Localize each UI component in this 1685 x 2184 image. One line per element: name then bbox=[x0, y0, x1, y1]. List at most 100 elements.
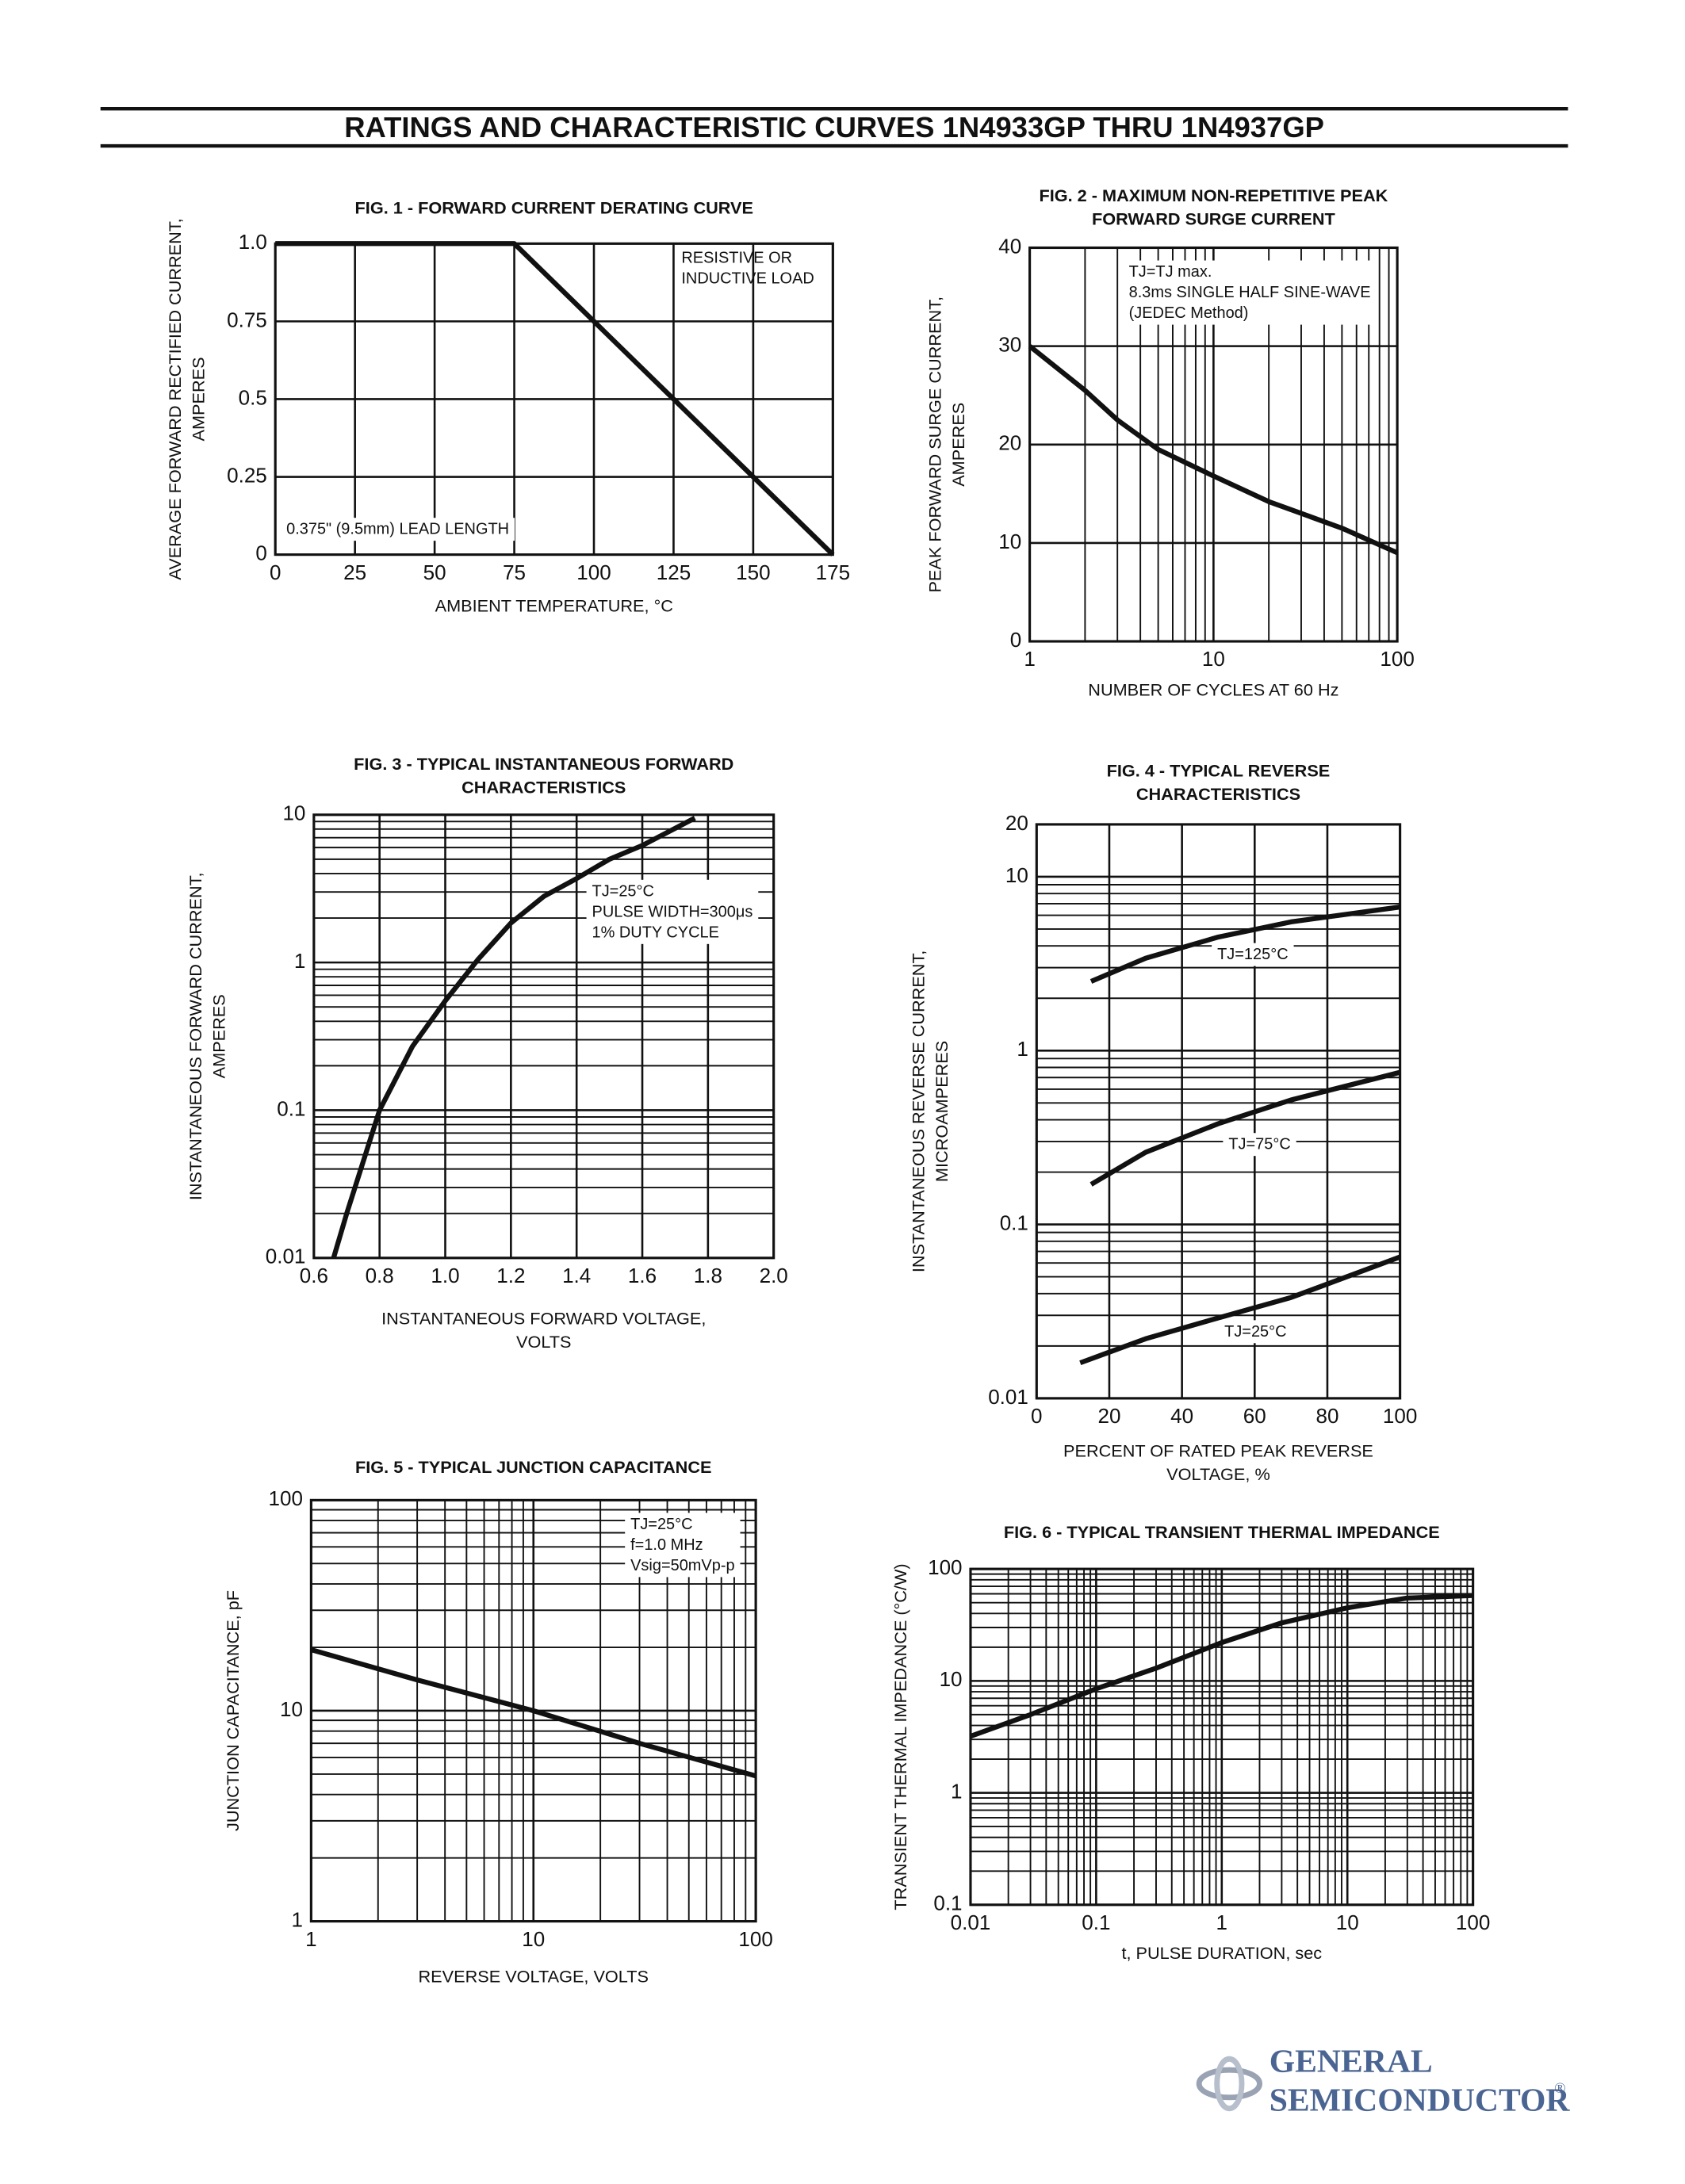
x-tick-label: 2.0 bbox=[760, 1264, 788, 1287]
x-tick-label: 25 bbox=[343, 560, 366, 584]
page-title: RATINGS AND CHARACTERISTIC CURVES 1N4933… bbox=[344, 111, 1324, 143]
y-tick-label: 0.5 bbox=[239, 385, 267, 409]
y-tick-label: 10 bbox=[282, 801, 305, 825]
x-tick-label: 0.1 bbox=[1082, 1911, 1110, 1934]
chart: 1 10 100 0 10 20 30 40 FIG. 2 - MAXIMUM NON-REPE… bbox=[925, 186, 1415, 699]
y-tick-label: 1 bbox=[291, 1907, 302, 1931]
y-tick-label: 0.1 bbox=[1000, 1211, 1028, 1234]
y-axis-label: TRANSIENT THERMAL IMPEDANCE (°C/W) bbox=[890, 1563, 910, 1910]
y-tick-label: 20 bbox=[1005, 811, 1028, 835]
x-tick-label: 80 bbox=[1315, 1404, 1338, 1428]
curve bbox=[1079, 1254, 1401, 1366]
figure-title: CHARACTERISTICS bbox=[1136, 784, 1300, 804]
x-tick-label: 10 bbox=[1336, 1911, 1359, 1934]
x-tick-label: 1.6 bbox=[628, 1264, 657, 1287]
y-axis-label: AMPERES bbox=[188, 357, 208, 441]
x-tick-label: 20 bbox=[1097, 1404, 1120, 1428]
x-tick-label: 1 bbox=[1024, 647, 1035, 671]
x-axis-label: REVERSE VOLTAGE, VOLTS bbox=[419, 1967, 649, 1987]
x-tick-label: 0 bbox=[1031, 1404, 1042, 1428]
label-box bbox=[1219, 1320, 1292, 1344]
figure-title: FIG. 2 - MAXIMUM NON-REPETITIVE PEAK bbox=[1039, 186, 1388, 205]
x-tick-label: 1 bbox=[305, 1927, 316, 1951]
figure-title: FIG. 6 - TYPICAL TRANSIENT THERMAL IMPED… bbox=[1004, 1522, 1440, 1542]
y-axis-label: MICROAMPERES bbox=[932, 1041, 952, 1182]
curve bbox=[331, 816, 696, 1259]
annotation: 8.3ms SINGLE HALF SINE-WAVE bbox=[1129, 284, 1371, 301]
x-tick-label: 100 bbox=[1456, 1911, 1490, 1934]
figure-title: FIG. 3 - TYPICAL INSTANTANEOUS FORWARD bbox=[354, 754, 733, 774]
y-tick-label: 10 bbox=[998, 530, 1021, 553]
logo: GENERAL SEMICONDUCTOR ® bbox=[1196, 2044, 1571, 2118]
y-tick-label: 0.01 bbox=[988, 1385, 1028, 1409]
logo-text: SEMICONDUCTOR bbox=[1269, 2082, 1571, 2118]
plot-frame bbox=[309, 1498, 757, 1923]
curve bbox=[310, 1647, 756, 1779]
y-axis-label: AMPERES bbox=[948, 403, 968, 487]
x-tick-label: 50 bbox=[423, 560, 446, 584]
x-axis-label: t, PULSE DURATION, sec bbox=[1121, 1943, 1322, 1963]
curve bbox=[1028, 344, 1399, 556]
figure-title: FORWARD SURGE CURRENT bbox=[1092, 209, 1336, 229]
label-box bbox=[1123, 260, 1377, 325]
x-axis-label: INSTANTANEOUS FORWARD VOLTAGE, bbox=[381, 1309, 706, 1329]
chart: 0 25 50 75 100 125 150 175 0 0.25 0.5 0.75 1.0 FIG. 1… bbox=[165, 198, 850, 616]
y-axis-label: PEAK FORWARD SURGE CURRENT, bbox=[925, 296, 944, 593]
label-box bbox=[625, 1513, 741, 1578]
y-tick-label: 0 bbox=[1010, 628, 1021, 652]
plot-frame bbox=[312, 813, 775, 1260]
y-axis-label: JUNCTION CAPACITANCE, pF bbox=[223, 1590, 243, 1831]
figure-title: CHARACTERISTICS bbox=[461, 778, 626, 797]
label-box bbox=[1223, 1133, 1296, 1157]
y-tick-label: 0.1 bbox=[933, 1891, 962, 1915]
curve bbox=[1090, 1069, 1401, 1187]
x-tick-label: 0.6 bbox=[300, 1264, 328, 1287]
y-tick-label: 10 bbox=[940, 1667, 963, 1691]
x-axis-label: AMBIENT TEMPERATURE, °C bbox=[435, 595, 673, 615]
series-label: TJ=125°C bbox=[1217, 946, 1289, 963]
y-axis-label: INSTANTANEOUS FORWARD CURRENT, bbox=[186, 872, 205, 1200]
x-tick-label: 1.2 bbox=[496, 1264, 525, 1287]
x-tick-label: 1.8 bbox=[694, 1264, 722, 1287]
y-tick-label: 100 bbox=[269, 1486, 303, 1510]
x-axis-label: NUMBER OF CYCLES AT 60 Hz bbox=[1088, 679, 1338, 699]
y-axis-label: INSTANTANEOUS REVERSE CURRENT, bbox=[908, 950, 928, 1273]
plot-frame bbox=[1028, 246, 1399, 643]
y-tick-label: 1.0 bbox=[239, 230, 267, 254]
y-tick-label: 0.75 bbox=[227, 308, 267, 331]
y-tick-label: 10 bbox=[280, 1697, 303, 1721]
x-tick-label: 150 bbox=[736, 560, 770, 584]
curve bbox=[1090, 904, 1401, 984]
chart: 1 10 100 1 10 100 FIG. 5 - TYPICAL JUNCTION CA… bbox=[223, 1457, 773, 1986]
y-tick-label: 0 bbox=[255, 541, 266, 565]
curve bbox=[275, 241, 835, 557]
annotation: f=1.0 MHz bbox=[630, 1536, 703, 1554]
y-tick-label: 20 bbox=[998, 431, 1021, 455]
label-box bbox=[586, 879, 759, 944]
x-tick-label: 0 bbox=[270, 560, 281, 584]
y-tick-label: 100 bbox=[928, 1555, 962, 1579]
annotation: RESISTIVE OR bbox=[681, 250, 792, 267]
annotation: 1% DUTY CYCLE bbox=[592, 924, 719, 941]
y-tick-label: 1 bbox=[1017, 1037, 1028, 1061]
y-tick-label: 30 bbox=[998, 333, 1021, 357]
annotation: INDUCTIVE LOAD bbox=[681, 270, 814, 288]
x-tick-label: 1 bbox=[1216, 1911, 1227, 1934]
y-axis-label: AMPERES bbox=[209, 994, 229, 1078]
logo-ring bbox=[1214, 2056, 1245, 2112]
x-tick-label: 10 bbox=[522, 1927, 545, 1951]
annotation: TJ=25°C bbox=[630, 1516, 692, 1533]
x-tick-label: 75 bbox=[503, 560, 526, 584]
y-tick-label: 1 bbox=[951, 1779, 962, 1803]
x-axis-label: VOLTS bbox=[516, 1332, 571, 1352]
plot-frame bbox=[1035, 823, 1402, 1400]
x-tick-label: 10 bbox=[1202, 647, 1225, 671]
logo-text: GENERAL bbox=[1269, 2044, 1433, 2080]
annotation: 0.375" (9.5mm) LEAD LENGTH bbox=[286, 521, 509, 538]
x-tick-label: 40 bbox=[1170, 1404, 1193, 1428]
x-tick-label: 175 bbox=[816, 560, 850, 584]
